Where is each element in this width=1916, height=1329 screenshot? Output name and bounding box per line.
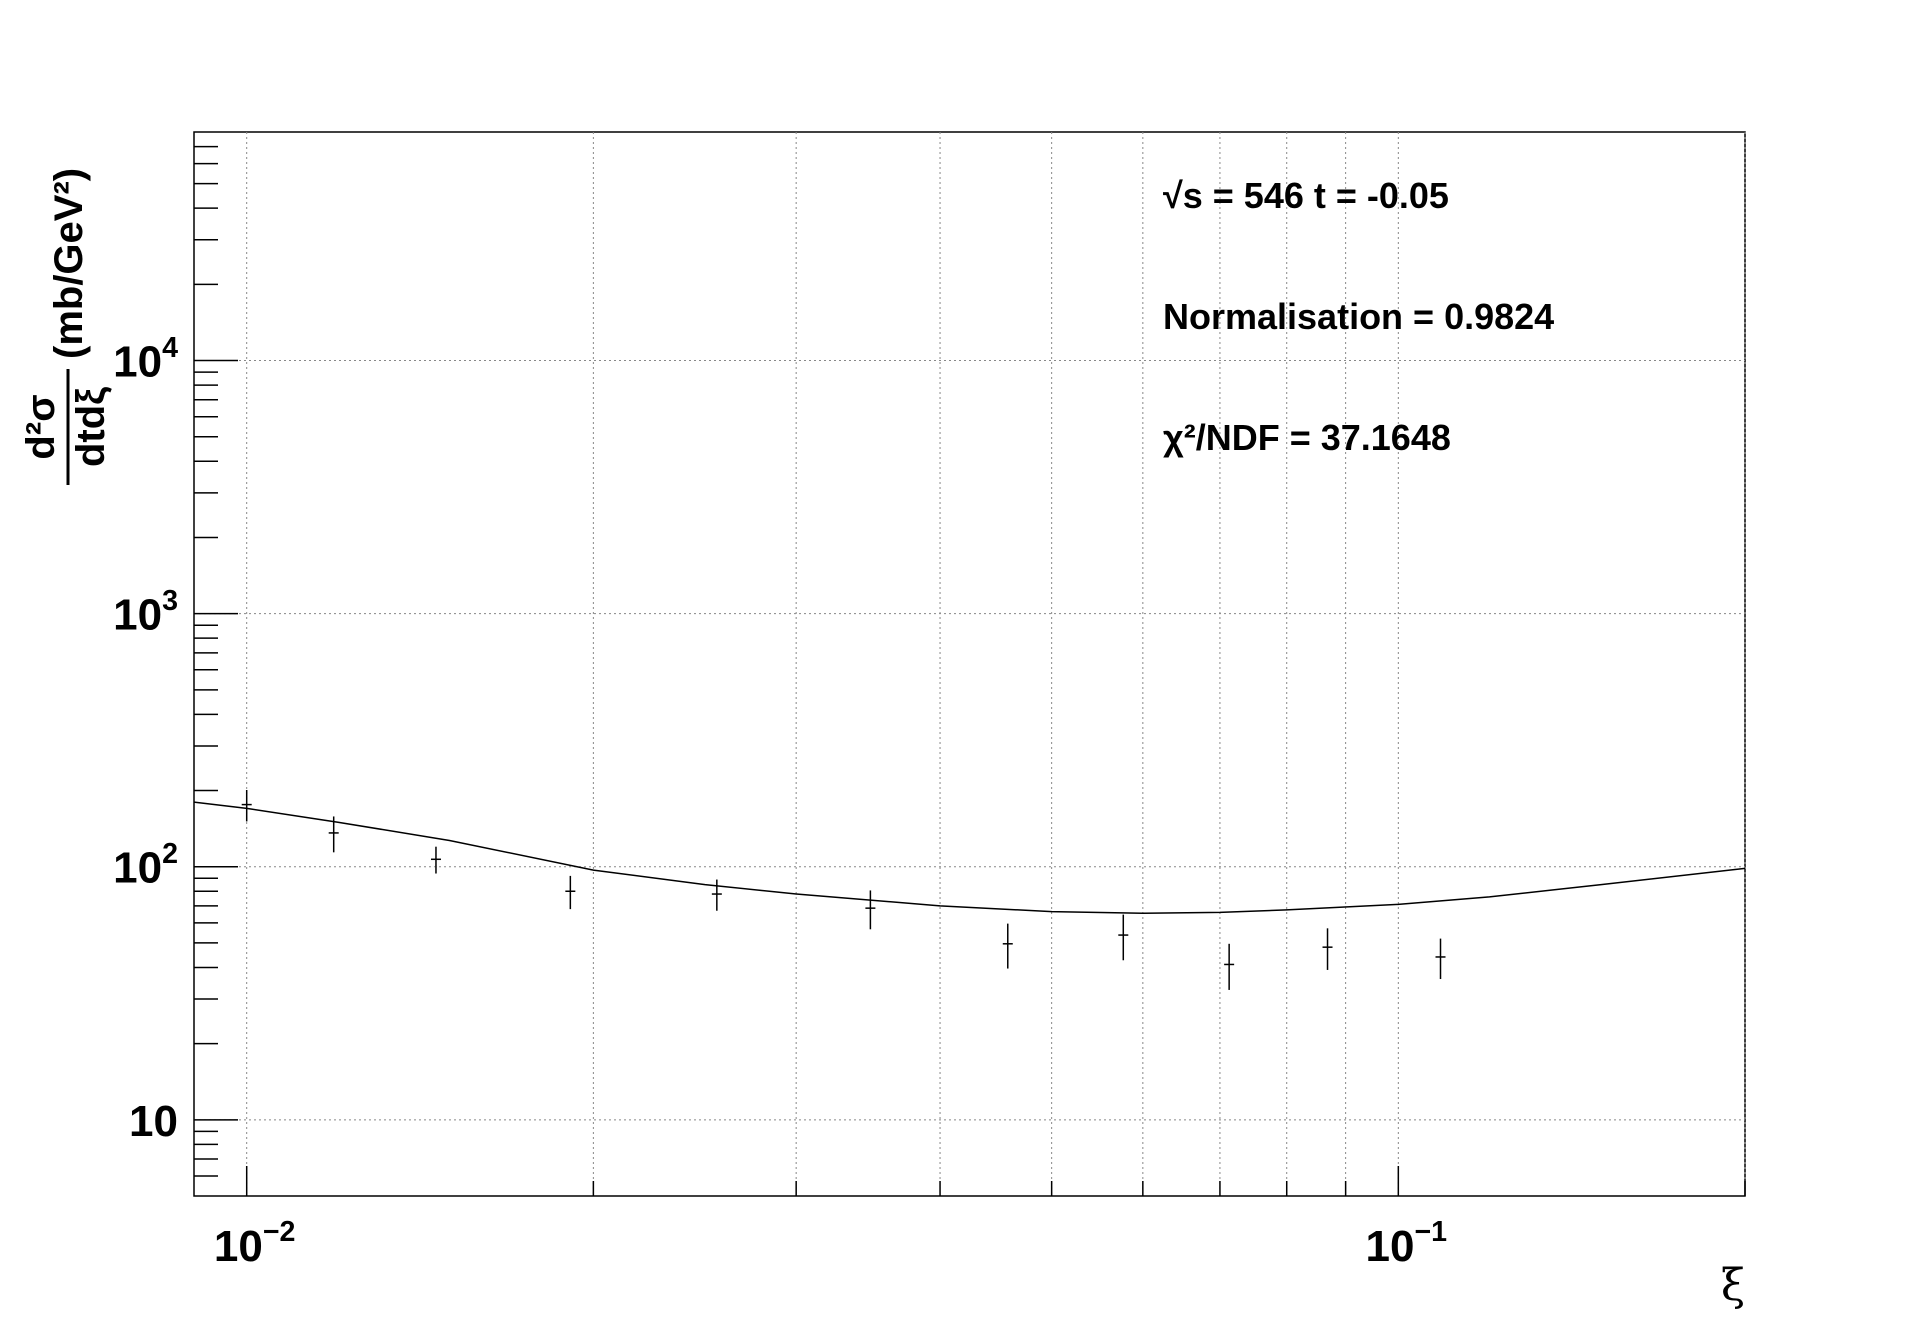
tick-label-exponent: 2 [162,838,178,870]
annotation: √s = 546 t = -0.05 [1163,175,1449,216]
tick-label-exponent: 4 [162,332,178,364]
tick-label-base: 10 [113,338,162,387]
y-label-unit: (mb/GeV²) [47,168,91,359]
y-axis-label: d²σ dtdξ (mb/GeV²) [19,168,113,485]
y-label-numerator: d²σ [19,394,63,459]
fit-curve [193,801,1746,914]
tick-label: 10 [129,1097,178,1146]
tick-label: 103 [113,585,178,640]
tick-label-base: 10 [113,844,162,893]
tick-label-exponent: −2 [263,1216,296,1248]
x-axis-label: ξ [1721,1260,1745,1311]
annotation: Normalisation = 0.9824 [1163,296,1554,337]
annotation: χ²/NDF = 37.1648 [1163,417,1451,458]
tick-label-exponent: −1 [1414,1216,1447,1248]
y-label-denominator: dtdξ [69,387,113,467]
tick-label-base: 10 [1366,1222,1415,1271]
tick-label-base: 10 [113,591,162,640]
tick-label: 10−1 [1366,1216,1448,1271]
plot-frame [193,131,1746,1197]
tick-label: 10−2 [214,1216,296,1271]
tick-label-exponent: 3 [162,585,178,617]
tick-label-base: 10 [214,1222,263,1271]
tick-label-base: 10 [129,1097,178,1146]
tick-label: 102 [113,838,178,893]
tick-label: 104 [113,332,178,387]
